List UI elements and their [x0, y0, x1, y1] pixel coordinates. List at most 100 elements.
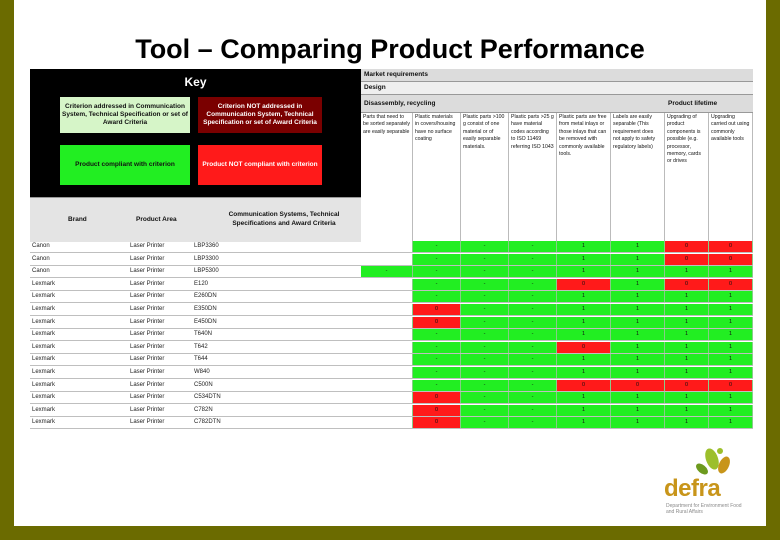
- compliance-cell: -: [509, 316, 557, 328]
- compliance-cell: 1: [611, 417, 665, 429]
- compliance-cell: -: [413, 354, 461, 366]
- compliance-cell: 1: [709, 316, 753, 328]
- row-product-area: Laser Printer: [130, 419, 165, 426]
- compliance-cell: -: [461, 341, 509, 353]
- defra-wordmark: defra: [664, 475, 721, 502]
- compliance-cell: -: [509, 404, 557, 416]
- compliance-cell: 1: [557, 241, 611, 252]
- key-panel: Key Criterion addressed in Communication…: [30, 69, 361, 197]
- row-model: LBP3360: [194, 243, 219, 249]
- compliance-cell: 1: [709, 404, 753, 416]
- compliance-cell: 1: [611, 354, 665, 366]
- compliance-cell: [361, 278, 413, 290]
- row-product-area: Laser Printer: [130, 356, 165, 363]
- key-addressed: Criterion addressed in Communication Sys…: [60, 97, 190, 133]
- compliance-cell: 1: [611, 367, 665, 378]
- row-product-area: Laser Printer: [130, 255, 165, 262]
- row-model: T642: [194, 343, 208, 350]
- row-product-area: Laser Printer: [130, 369, 165, 375]
- compliance-cell: 1: [709, 341, 753, 353]
- row-model: C534DTN: [194, 394, 221, 401]
- compliance-cell: -: [461, 304, 509, 315]
- key-title: Key: [184, 75, 207, 89]
- compliance-cell: [361, 354, 413, 366]
- row-brand: Lexmark: [32, 343, 56, 350]
- table-row: Canon Laser Printer LBP3300- - -1 1 0 0: [30, 253, 753, 266]
- compliance-cell: 1: [557, 354, 611, 366]
- compliance-cell: 1: [611, 278, 665, 290]
- product-area-column-header: Product Area: [136, 216, 177, 223]
- defra-logo: defra Department for Environment Food an…: [664, 445, 764, 517]
- row-brand: Lexmark: [32, 318, 56, 325]
- compliance-cell: 0: [413, 316, 461, 328]
- row-product-area: Laser Printer: [130, 280, 165, 287]
- compliance-cell: 1: [557, 417, 611, 429]
- compliance-cell: 1: [709, 304, 753, 315]
- compliance-cell: [361, 241, 413, 252]
- compliance-cell: -: [509, 253, 557, 265]
- compliance-cell: [361, 367, 413, 378]
- compliance-cell: 1: [557, 304, 611, 315]
- compliance-cell: -: [413, 367, 461, 378]
- row-brand: Lexmark: [32, 293, 56, 300]
- row-product-area: Laser Printer: [130, 293, 165, 300]
- row-product-area: Laser Printer: [130, 343, 165, 350]
- compliance-cell: 0: [557, 379, 611, 391]
- row-model: C500N: [194, 381, 213, 388]
- row-product-area: Laser Printer: [130, 243, 165, 249]
- compliance-cell: 0: [665, 278, 709, 290]
- compliance-cell: 1: [665, 354, 709, 366]
- compliance-cell: 1: [709, 291, 753, 303]
- table-row: Lexmark Laser Printer E120- - -0 1 0 0: [30, 278, 753, 291]
- table-row: Lexmark Laser Printer C782N 0- -1 1 1 1: [30, 404, 753, 417]
- slide: Tool – Comparing Product Performance Key…: [14, 0, 766, 526]
- compliance-cell: -: [509, 291, 557, 303]
- compliance-cell: [361, 379, 413, 391]
- table-row: Lexmark Laser Printer E450DN 0- -1 1 1 1: [30, 316, 753, 329]
- compliance-cell: 0: [413, 392, 461, 404]
- row-model: C782DTN: [194, 419, 221, 426]
- compliance-cell: -: [509, 367, 557, 378]
- compliance-cell: 1: [665, 367, 709, 378]
- compliance-cell: 1: [611, 404, 665, 416]
- defra-subtitle: Department for Environment Food and Rura…: [666, 503, 742, 515]
- compliance-cell: 1: [611, 266, 665, 278]
- criterion-0: Parts that need to be sorted separately …: [361, 113, 413, 241]
- criterion-6: Upgrading of product components is possi…: [665, 113, 709, 241]
- slide-title: Tool – Comparing Product Performance: [135, 34, 645, 64]
- comparison-spreadsheet: Key Criterion addressed in Communication…: [30, 69, 753, 430]
- table-row: Lexmark Laser Printer T640N - - -1 1 1 1: [30, 329, 753, 342]
- compliance-cell: [361, 392, 413, 404]
- compliance-cell: -: [461, 329, 509, 341]
- compliance-cell: 1: [611, 341, 665, 353]
- product-lifetime-header: Product lifetime: [665, 95, 753, 113]
- compliance-cell: -: [413, 253, 461, 265]
- row-brand: Lexmark: [32, 381, 56, 388]
- compliance-cell: 1: [611, 316, 665, 328]
- leaf-icon: [696, 448, 730, 475]
- row-model: C782N: [194, 406, 213, 413]
- table-row: Lexmark Laser Printer C534DTN 0- -1 1 1 1: [30, 392, 753, 405]
- compliance-cell: [361, 329, 413, 341]
- compliance-cell: 1: [709, 417, 753, 429]
- compliance-cell: -: [461, 316, 509, 328]
- compliance-cell: [361, 417, 413, 429]
- compliance-cell: -: [413, 379, 461, 391]
- row-model: LBP5300: [194, 268, 219, 275]
- compliance-cell: [361, 341, 413, 353]
- compliance-cell: 1: [611, 304, 665, 315]
- compliance-cell: -: [509, 379, 557, 391]
- market-requirements-header: Market requirements: [361, 69, 753, 82]
- compliance-cell: -: [461, 379, 509, 391]
- criterion-4: Plastic parts are free from metal inlays…: [557, 113, 611, 241]
- row-product-area: Laser Printer: [130, 406, 165, 413]
- compliance-cell: 1: [665, 392, 709, 404]
- criterion-1: Plastic materials in covers/housing have…: [413, 113, 461, 241]
- compliance-cell: -: [509, 341, 557, 353]
- row-brand: Lexmark: [32, 306, 56, 312]
- row-model: E260DN: [194, 293, 217, 300]
- row-brand: Lexmark: [32, 419, 56, 426]
- compliance-cell: -: [461, 404, 509, 416]
- compliance-cell: -: [461, 266, 509, 278]
- compliance-cell: 0: [413, 404, 461, 416]
